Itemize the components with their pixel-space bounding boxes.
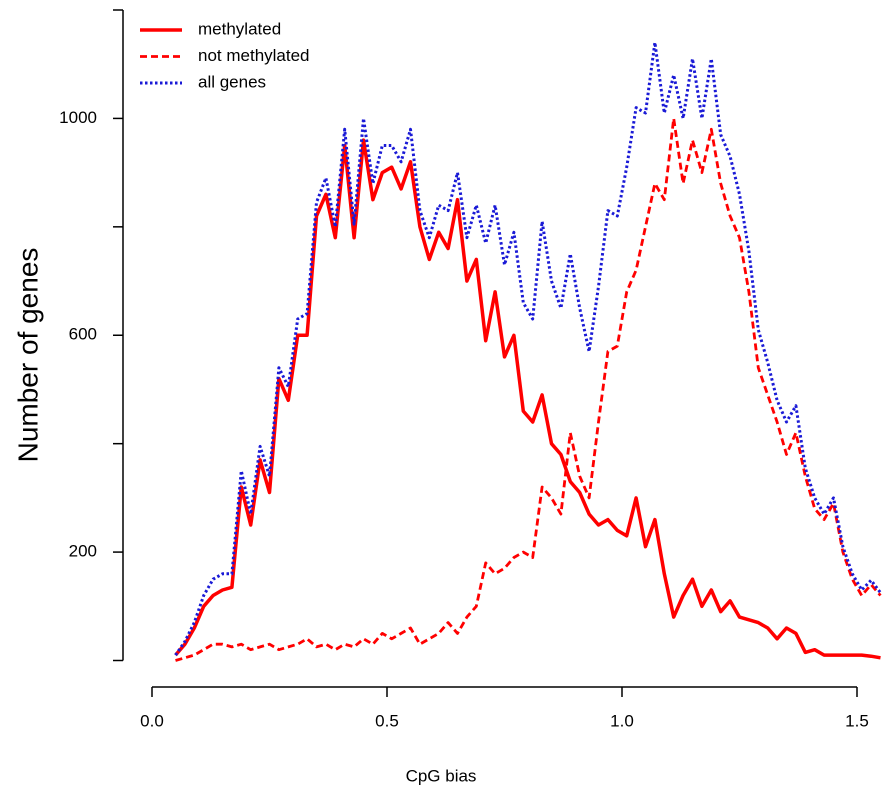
- x-axis-label: CpG bias: [406, 766, 477, 785]
- x-tick-label: 1.5: [845, 711, 869, 730]
- x-tick-label: 0.5: [375, 711, 399, 730]
- legend-label: not methylated: [198, 46, 310, 65]
- series-line: [174, 138, 881, 660]
- y-axis-label: Number of genes: [12, 248, 43, 463]
- x-tick-label: 0.0: [140, 711, 164, 730]
- y-tick-label: 200: [69, 542, 97, 561]
- series-line: [175, 117, 882, 662]
- x-tick-label: 1.0: [610, 711, 634, 730]
- legend-label: methylated: [198, 19, 281, 38]
- y-tick-label: 600: [69, 325, 97, 344]
- legend-label: all genes: [198, 72, 266, 91]
- y-tick-label: 1000: [59, 108, 97, 127]
- series-line: [174, 41, 882, 656]
